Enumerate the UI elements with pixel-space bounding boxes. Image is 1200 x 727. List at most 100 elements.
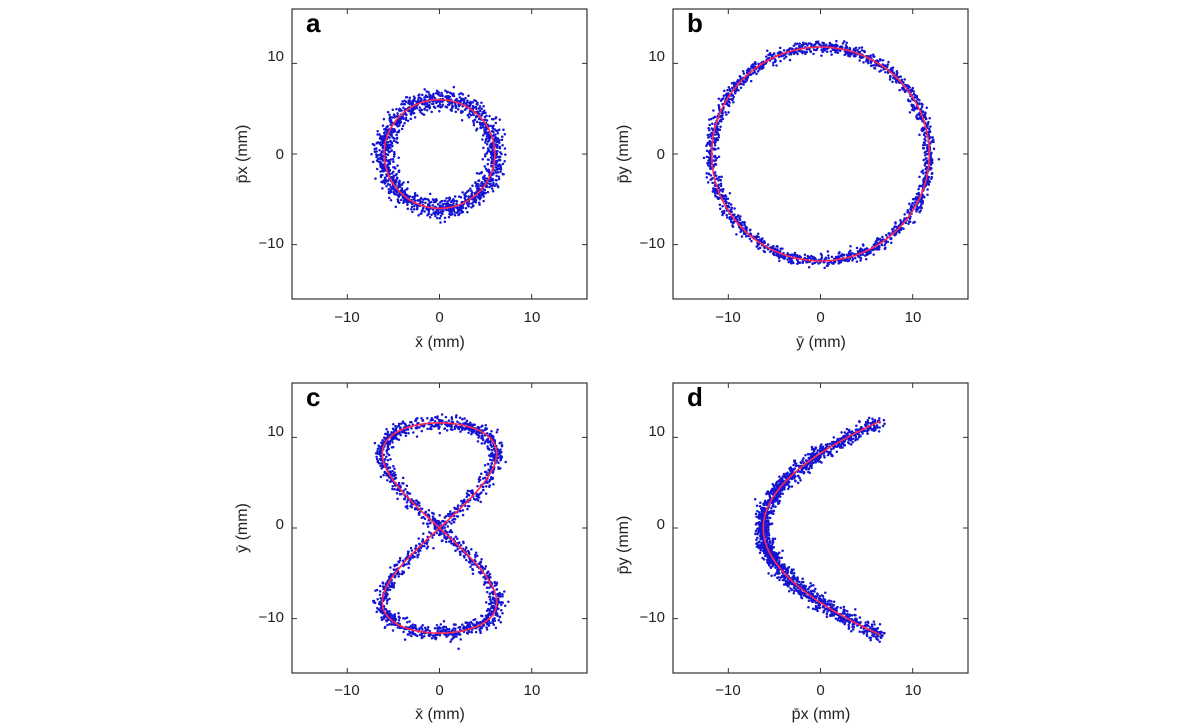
panel-a-point bbox=[393, 129, 397, 133]
panel-c-point bbox=[493, 454, 496, 458]
panel-b-point bbox=[718, 128, 722, 132]
panel-b-point bbox=[717, 103, 720, 107]
panel-b-point bbox=[907, 84, 910, 88]
panel-c-point bbox=[429, 521, 432, 525]
panel-a-point bbox=[502, 128, 505, 131]
panel-a-point bbox=[386, 179, 390, 183]
panel-c-point bbox=[434, 416, 437, 419]
panel-b-point bbox=[750, 239, 753, 243]
panel-a-point bbox=[441, 205, 445, 208]
panel-b-point bbox=[884, 242, 887, 245]
panel-c-point bbox=[382, 473, 385, 477]
panel-c-point bbox=[432, 546, 435, 550]
panel-c-point bbox=[393, 471, 396, 474]
panel-b-point bbox=[726, 216, 729, 219]
panel-a-point bbox=[406, 119, 410, 123]
panel-a-point bbox=[385, 125, 389, 129]
panel-b-point bbox=[734, 215, 737, 219]
panel-a-point bbox=[468, 202, 471, 205]
panel-b-point bbox=[730, 210, 733, 214]
panel-b-point bbox=[865, 253, 869, 256]
panel-a-point bbox=[472, 119, 475, 123]
panel-c-point bbox=[427, 513, 431, 517]
panel-a: a −10 0 10 −10 0 10 x̄ (mm) p̄x (mm) bbox=[234, 8, 588, 351]
panel-c-point bbox=[465, 492, 469, 495]
panel-c-point bbox=[407, 431, 410, 435]
panel-a-point bbox=[397, 185, 400, 189]
panel-c-point bbox=[418, 628, 421, 631]
panel-b-point bbox=[733, 90, 737, 93]
panel-b-point bbox=[708, 129, 711, 132]
panel-b-point bbox=[707, 164, 710, 167]
panel-b-point bbox=[778, 46, 782, 50]
panel-b-point bbox=[918, 185, 921, 188]
panel-a-point bbox=[477, 179, 481, 182]
panel-b-point bbox=[912, 103, 915, 107]
panel-a-point bbox=[497, 175, 501, 178]
panel-a-point bbox=[471, 184, 474, 188]
panel-a-point bbox=[421, 102, 424, 106]
panel-b-point bbox=[858, 59, 861, 62]
panel-c-point bbox=[425, 542, 429, 546]
panel-c-point bbox=[380, 616, 383, 619]
panel-b-point bbox=[707, 136, 710, 139]
panel-a-point bbox=[490, 184, 494, 188]
panel-b-point bbox=[886, 240, 890, 244]
panel-b-point bbox=[921, 126, 925, 130]
panel-b-point bbox=[911, 86, 915, 90]
panel-c-point bbox=[481, 424, 484, 427]
panel-c-point bbox=[430, 427, 433, 431]
panel-a-point bbox=[466, 113, 470, 117]
panel-a-point bbox=[472, 106, 475, 110]
panel-a-point bbox=[498, 158, 501, 161]
panel-a-point bbox=[461, 93, 465, 96]
panel-c-point bbox=[421, 627, 424, 631]
panel-a-point bbox=[490, 129, 494, 133]
panel-c-point bbox=[385, 602, 389, 605]
panel-a-point bbox=[408, 195, 412, 198]
panel-b-point bbox=[921, 147, 925, 150]
panel-b-point bbox=[714, 194, 717, 197]
panel-b-point bbox=[917, 117, 920, 121]
panel-b-point bbox=[890, 228, 894, 231]
panel-a-point bbox=[488, 185, 491, 189]
panel-c-point bbox=[434, 636, 438, 640]
panel-a-point bbox=[415, 106, 419, 110]
panel-b-point bbox=[709, 174, 713, 177]
panel-c-point bbox=[496, 448, 500, 451]
panel-a-point bbox=[433, 212, 436, 216]
panel-a-point bbox=[392, 190, 396, 194]
panel-b-point bbox=[744, 232, 747, 236]
panel-c-point bbox=[495, 431, 499, 434]
panel-c-point bbox=[393, 467, 396, 471]
panel-c-point bbox=[452, 543, 456, 547]
panel-a-point bbox=[475, 171, 479, 175]
panel-a-point bbox=[380, 136, 383, 139]
panel-a-point bbox=[398, 180, 401, 184]
panel-a-point bbox=[431, 208, 435, 211]
panel-b-point bbox=[899, 228, 903, 232]
panel-b-point bbox=[788, 58, 792, 62]
panel-a-point bbox=[480, 190, 484, 194]
panel-b-point bbox=[772, 63, 775, 67]
panel-c-point bbox=[390, 623, 393, 626]
panel-b-point bbox=[872, 63, 876, 67]
panel-a-point bbox=[416, 199, 420, 202]
panel-a-point bbox=[479, 184, 482, 188]
panel-c-point bbox=[489, 455, 492, 458]
panel-b-letter: b bbox=[687, 8, 703, 38]
panel-b-point bbox=[884, 233, 888, 237]
panel-a-point bbox=[503, 147, 507, 150]
panel-b-point bbox=[835, 39, 838, 43]
panel-c-point bbox=[479, 631, 482, 635]
panel-c-point bbox=[458, 633, 462, 636]
panel-c-letter: c bbox=[306, 382, 320, 412]
panel-a-point bbox=[390, 149, 393, 153]
panel-c-point bbox=[413, 507, 417, 510]
panel-c-point bbox=[485, 572, 489, 575]
panel-b-point bbox=[739, 86, 743, 90]
panel-a-point bbox=[437, 211, 440, 214]
panel-a-point bbox=[481, 192, 485, 196]
panel-b-point bbox=[826, 250, 830, 253]
panel-a-point bbox=[425, 90, 429, 93]
